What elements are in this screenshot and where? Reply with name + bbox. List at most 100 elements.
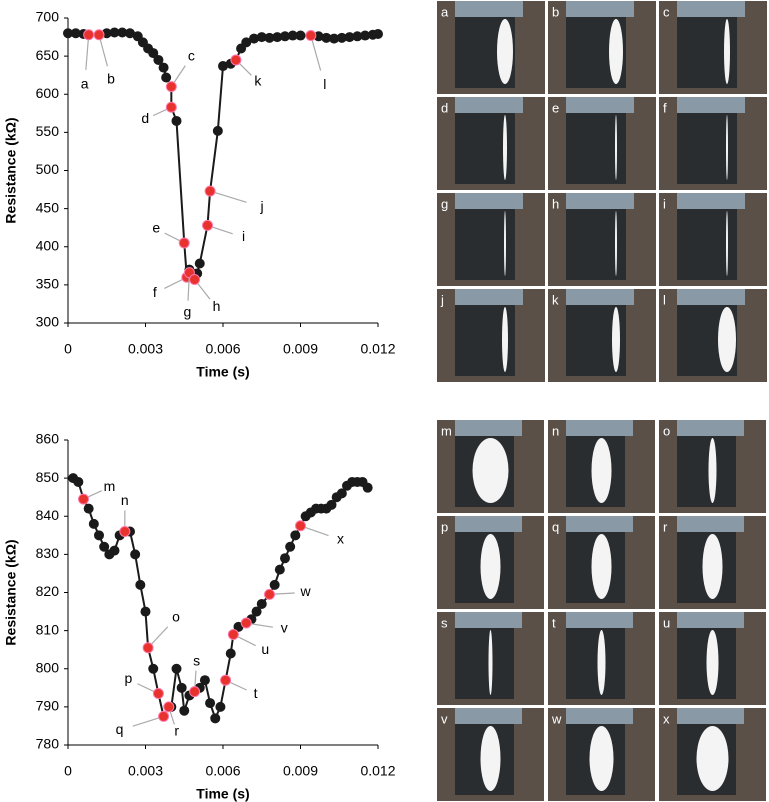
point-label: l xyxy=(323,76,326,92)
photo-label: a xyxy=(441,4,449,19)
data-point xyxy=(171,663,182,674)
data-point xyxy=(140,606,151,617)
highlight-point xyxy=(305,30,317,42)
point-label: k xyxy=(254,73,262,89)
photo-detail xyxy=(566,420,633,436)
data-point xyxy=(280,31,290,42)
photo-detail xyxy=(480,534,501,599)
highlight-point xyxy=(189,274,201,286)
x-axis-label: Time (s) xyxy=(196,786,249,802)
photo-detail xyxy=(455,193,523,209)
data-point xyxy=(241,37,252,48)
point-label: h xyxy=(213,298,221,314)
data-point xyxy=(125,28,135,39)
point-label: t xyxy=(254,685,258,701)
point-label: n xyxy=(121,492,129,508)
photo-detail xyxy=(615,115,617,180)
y-tick-label: 860 xyxy=(36,431,60,447)
highlight-point xyxy=(230,54,242,66)
highlight-point xyxy=(78,493,89,505)
photo-detail xyxy=(609,19,623,84)
point-label: a xyxy=(81,75,89,91)
data-point xyxy=(225,648,236,659)
y-tick-label: 840 xyxy=(36,507,60,523)
y-axis-label: Resistance (kΩ) xyxy=(3,539,19,645)
x-tick-label: 0.009 xyxy=(283,763,318,779)
x-tick-label: 0.003 xyxy=(128,763,163,779)
photo-detail xyxy=(702,534,723,599)
data-point xyxy=(264,32,275,43)
data-point xyxy=(153,54,164,65)
x-tick-label: 0.003 xyxy=(128,341,163,357)
data-point xyxy=(161,72,172,83)
y-tick-label: 790 xyxy=(36,698,60,714)
data-point xyxy=(344,32,355,43)
photo-detail xyxy=(497,19,513,84)
photo-detail xyxy=(566,289,634,305)
highlight-point xyxy=(165,101,177,113)
data-point xyxy=(256,32,267,43)
data-point xyxy=(158,62,169,73)
data-point xyxy=(249,33,259,44)
photo-label: d xyxy=(441,100,448,115)
photo-detail xyxy=(612,307,620,372)
data-point xyxy=(215,701,226,712)
point-label: p xyxy=(125,670,133,686)
photo-label: b xyxy=(552,4,559,19)
photo-detail xyxy=(677,708,744,724)
highlight-point xyxy=(240,617,252,629)
data-point xyxy=(148,663,159,674)
point-label: d xyxy=(141,110,149,126)
point-label: m xyxy=(104,478,116,494)
photo-detail xyxy=(724,19,730,84)
point-label: j xyxy=(260,198,264,214)
data-point xyxy=(63,28,73,39)
x-axis-label: Time (s) xyxy=(196,364,249,380)
data-point xyxy=(352,31,363,42)
data-point xyxy=(329,33,340,44)
data-point xyxy=(373,29,383,40)
data-point xyxy=(199,675,210,686)
data-point xyxy=(88,518,99,529)
highlight-point xyxy=(83,29,95,41)
highlight-point xyxy=(220,674,232,686)
data-point xyxy=(212,125,223,136)
data-point xyxy=(109,545,120,556)
point-label: b xyxy=(107,70,115,86)
data-point xyxy=(360,30,371,41)
photo-label: j xyxy=(440,292,444,307)
photo-detail xyxy=(726,115,728,180)
photo-detail xyxy=(566,193,634,209)
photo-label: c xyxy=(663,4,670,19)
photo-detail xyxy=(726,211,728,276)
highlight-point xyxy=(158,710,170,722)
photo-detail xyxy=(708,438,717,503)
photo-detail xyxy=(503,115,507,180)
photo-label: f xyxy=(663,100,667,115)
photo-label: g xyxy=(441,196,448,211)
point-label: q xyxy=(116,721,124,737)
photo-detail xyxy=(677,516,744,532)
data-point xyxy=(176,682,187,693)
data-point xyxy=(326,499,337,510)
photo-detail xyxy=(488,630,493,695)
leader-line xyxy=(310,35,322,71)
point-label: e xyxy=(152,220,160,236)
data-point xyxy=(256,598,267,609)
data-point xyxy=(321,32,332,43)
y-tick-label: 850 xyxy=(36,469,60,485)
highlight-point xyxy=(165,81,177,93)
data-point xyxy=(287,30,298,41)
y-tick-label: 450 xyxy=(36,199,60,215)
data-point xyxy=(280,553,290,564)
data-point xyxy=(362,482,373,493)
photo-detail xyxy=(566,626,625,699)
photo-detail xyxy=(472,438,509,503)
highlight-point xyxy=(93,29,105,41)
photo-detail xyxy=(677,97,745,113)
photo-detail xyxy=(455,612,522,628)
data-point xyxy=(70,28,81,39)
data-point xyxy=(83,503,94,514)
photo-label: i xyxy=(663,196,666,211)
